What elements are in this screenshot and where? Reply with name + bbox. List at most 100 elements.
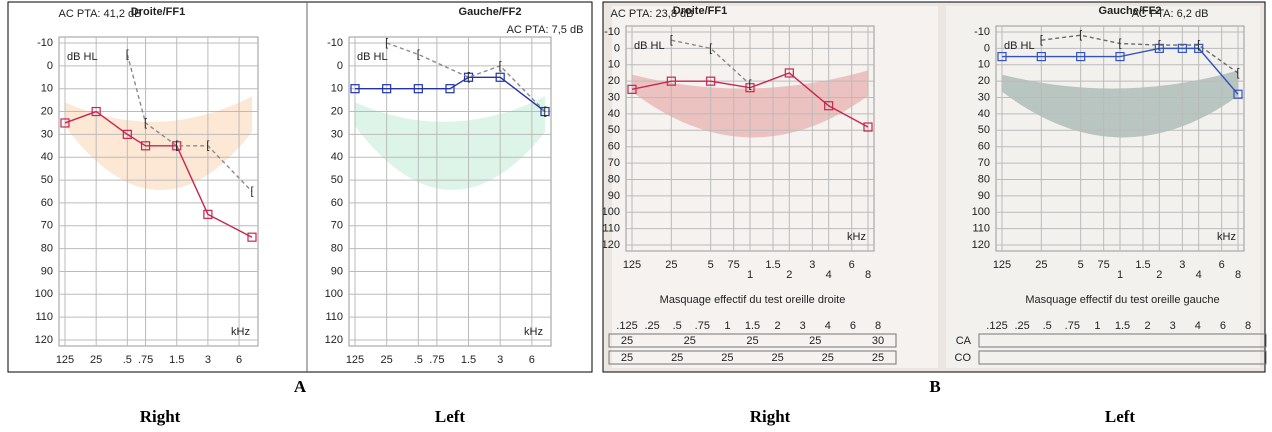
x-tick-label: 1 xyxy=(747,269,753,281)
y-tick-label: 20 xyxy=(331,105,343,117)
masking-row-label: CO xyxy=(955,352,972,364)
marker: [ xyxy=(417,48,420,60)
x-tick-label: 3 xyxy=(1179,259,1185,271)
panel-b-sheet xyxy=(946,6,1260,368)
marker: [ xyxy=(206,140,209,152)
y-tick-label: 30 xyxy=(608,91,620,103)
x-tick-label: 2 xyxy=(786,269,792,281)
annotation: AC PTA: 7,5 dB xyxy=(507,24,584,36)
y-tick-label: 100 xyxy=(972,206,990,218)
masking-header: 6 xyxy=(1220,320,1226,332)
y-tick-label: 70 xyxy=(331,220,343,232)
marker: [ xyxy=(1236,67,1239,79)
side-label: Right xyxy=(140,407,181,426)
x-tick-label: 125 xyxy=(346,354,364,366)
y-tick-label: 40 xyxy=(608,108,620,120)
marker: [ xyxy=(175,140,178,152)
masking-header: 8 xyxy=(1245,320,1251,332)
x-tick-label: 1.5 xyxy=(765,259,780,271)
y-tick-label: 110 xyxy=(972,223,990,235)
y-axis-label: dB HL xyxy=(67,51,98,63)
x-tick-label: 4 xyxy=(1196,269,1202,281)
y-tick-label: 50 xyxy=(41,174,53,186)
y-tick-label: 30 xyxy=(41,128,53,140)
y-axis-label: dB HL xyxy=(1004,40,1035,52)
y-tick-label: 0 xyxy=(984,42,990,54)
x-tick-label: 2 xyxy=(1156,269,1162,281)
x-tick-label: 25 xyxy=(90,354,102,366)
x-tick-label: 3 xyxy=(205,354,211,366)
masking-value: 25 xyxy=(809,335,821,347)
masking-title: Masquage effectif du test oreille droite xyxy=(660,294,846,306)
y-tick-label: 0 xyxy=(614,42,620,54)
y-tick-label: 30 xyxy=(331,128,343,140)
masking-header: 1 xyxy=(724,320,730,332)
y-tick-label: 90 xyxy=(41,265,53,277)
masking-header: 1 xyxy=(1094,320,1100,332)
x-axis-label: kHz xyxy=(1217,231,1236,243)
masking-value: 25 xyxy=(621,352,633,364)
marker: [ xyxy=(543,105,546,117)
masking-value: 25 xyxy=(872,352,884,364)
masking-header: .75 xyxy=(695,320,710,332)
marker: [ xyxy=(1040,34,1043,46)
y-tick-label: 20 xyxy=(978,75,990,87)
y-tick-label: 110 xyxy=(325,311,343,323)
x-tick-label: 6 xyxy=(236,354,242,366)
marker: [ xyxy=(144,117,147,129)
y-tick-label: 50 xyxy=(978,124,990,136)
masking-header: .125 xyxy=(986,320,1007,332)
x-tick-label: 1.5 xyxy=(1135,259,1150,271)
y-tick-label: 100 xyxy=(35,288,53,300)
x-tick-label: 75 xyxy=(728,259,740,271)
y-axis-label: dB HL xyxy=(357,51,388,63)
x-tick-label: 125 xyxy=(623,259,641,271)
masking-value: 25 xyxy=(721,352,733,364)
x-tick-label: 8 xyxy=(1235,269,1241,281)
masking-header: 1.5 xyxy=(1115,320,1130,332)
x-tick-label: .5 xyxy=(414,354,423,366)
x-tick-label: 6 xyxy=(529,354,535,366)
y-tick-label: 70 xyxy=(978,157,990,169)
x-tick-label: 4 xyxy=(826,269,832,281)
y-tick-label: 0 xyxy=(337,60,343,72)
marker: [ xyxy=(1197,39,1200,51)
y-tick-label: 110 xyxy=(35,311,53,323)
y-tick-label: 100 xyxy=(602,206,620,218)
y-tick-label: 80 xyxy=(41,243,53,255)
marker: [ xyxy=(250,185,253,197)
x-tick-label: 6 xyxy=(849,259,855,271)
x-tick-label: 6 xyxy=(1219,259,1225,271)
marker: [ xyxy=(126,48,129,60)
x-tick-label: 25 xyxy=(1035,259,1047,271)
y-tick-label: 10 xyxy=(978,59,990,71)
x-tick-label: 125 xyxy=(993,259,1011,271)
y-tick-label: 120 xyxy=(602,239,620,251)
y-tick-label: 120 xyxy=(972,239,990,251)
marker: [ xyxy=(748,78,751,90)
side-label: Left xyxy=(435,407,466,426)
y-tick-label: -10 xyxy=(327,37,343,49)
masking-header: .75 xyxy=(1065,320,1080,332)
y-tick-label: 60 xyxy=(608,141,620,153)
marker: [ xyxy=(670,34,673,46)
masking-header: 4 xyxy=(825,320,831,332)
y-tick-label: 50 xyxy=(331,174,343,186)
annotation: AC PTA: 41,2 dB xyxy=(59,8,142,20)
panel-label: B xyxy=(929,377,940,396)
masking-value: 25 xyxy=(822,352,834,364)
x-axis-label: kHz xyxy=(231,326,250,338)
masking-value: 25 xyxy=(671,352,683,364)
y-tick-label: 90 xyxy=(331,265,343,277)
chart-title: Gauche/FF2 xyxy=(459,6,522,18)
y-tick-label: 120 xyxy=(325,334,343,346)
masking-header: 6 xyxy=(850,320,856,332)
marker: [ xyxy=(499,60,502,72)
y-tick-label: 80 xyxy=(331,243,343,255)
x-tick-label: 1 xyxy=(1117,269,1123,281)
x-tick-label: 5 xyxy=(708,259,714,271)
y-tick-label: -10 xyxy=(37,37,53,49)
masking-title: Masquage effectif du test oreille gauche xyxy=(1025,294,1219,306)
x-tick-label: .5 xyxy=(123,354,132,366)
y-tick-label: 110 xyxy=(602,223,620,235)
